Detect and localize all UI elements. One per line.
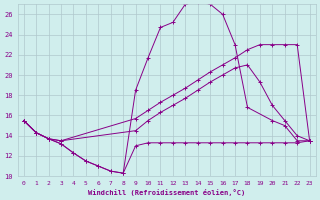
X-axis label: Windchill (Refroidissement éolien,°C): Windchill (Refroidissement éolien,°C)	[88, 189, 245, 196]
